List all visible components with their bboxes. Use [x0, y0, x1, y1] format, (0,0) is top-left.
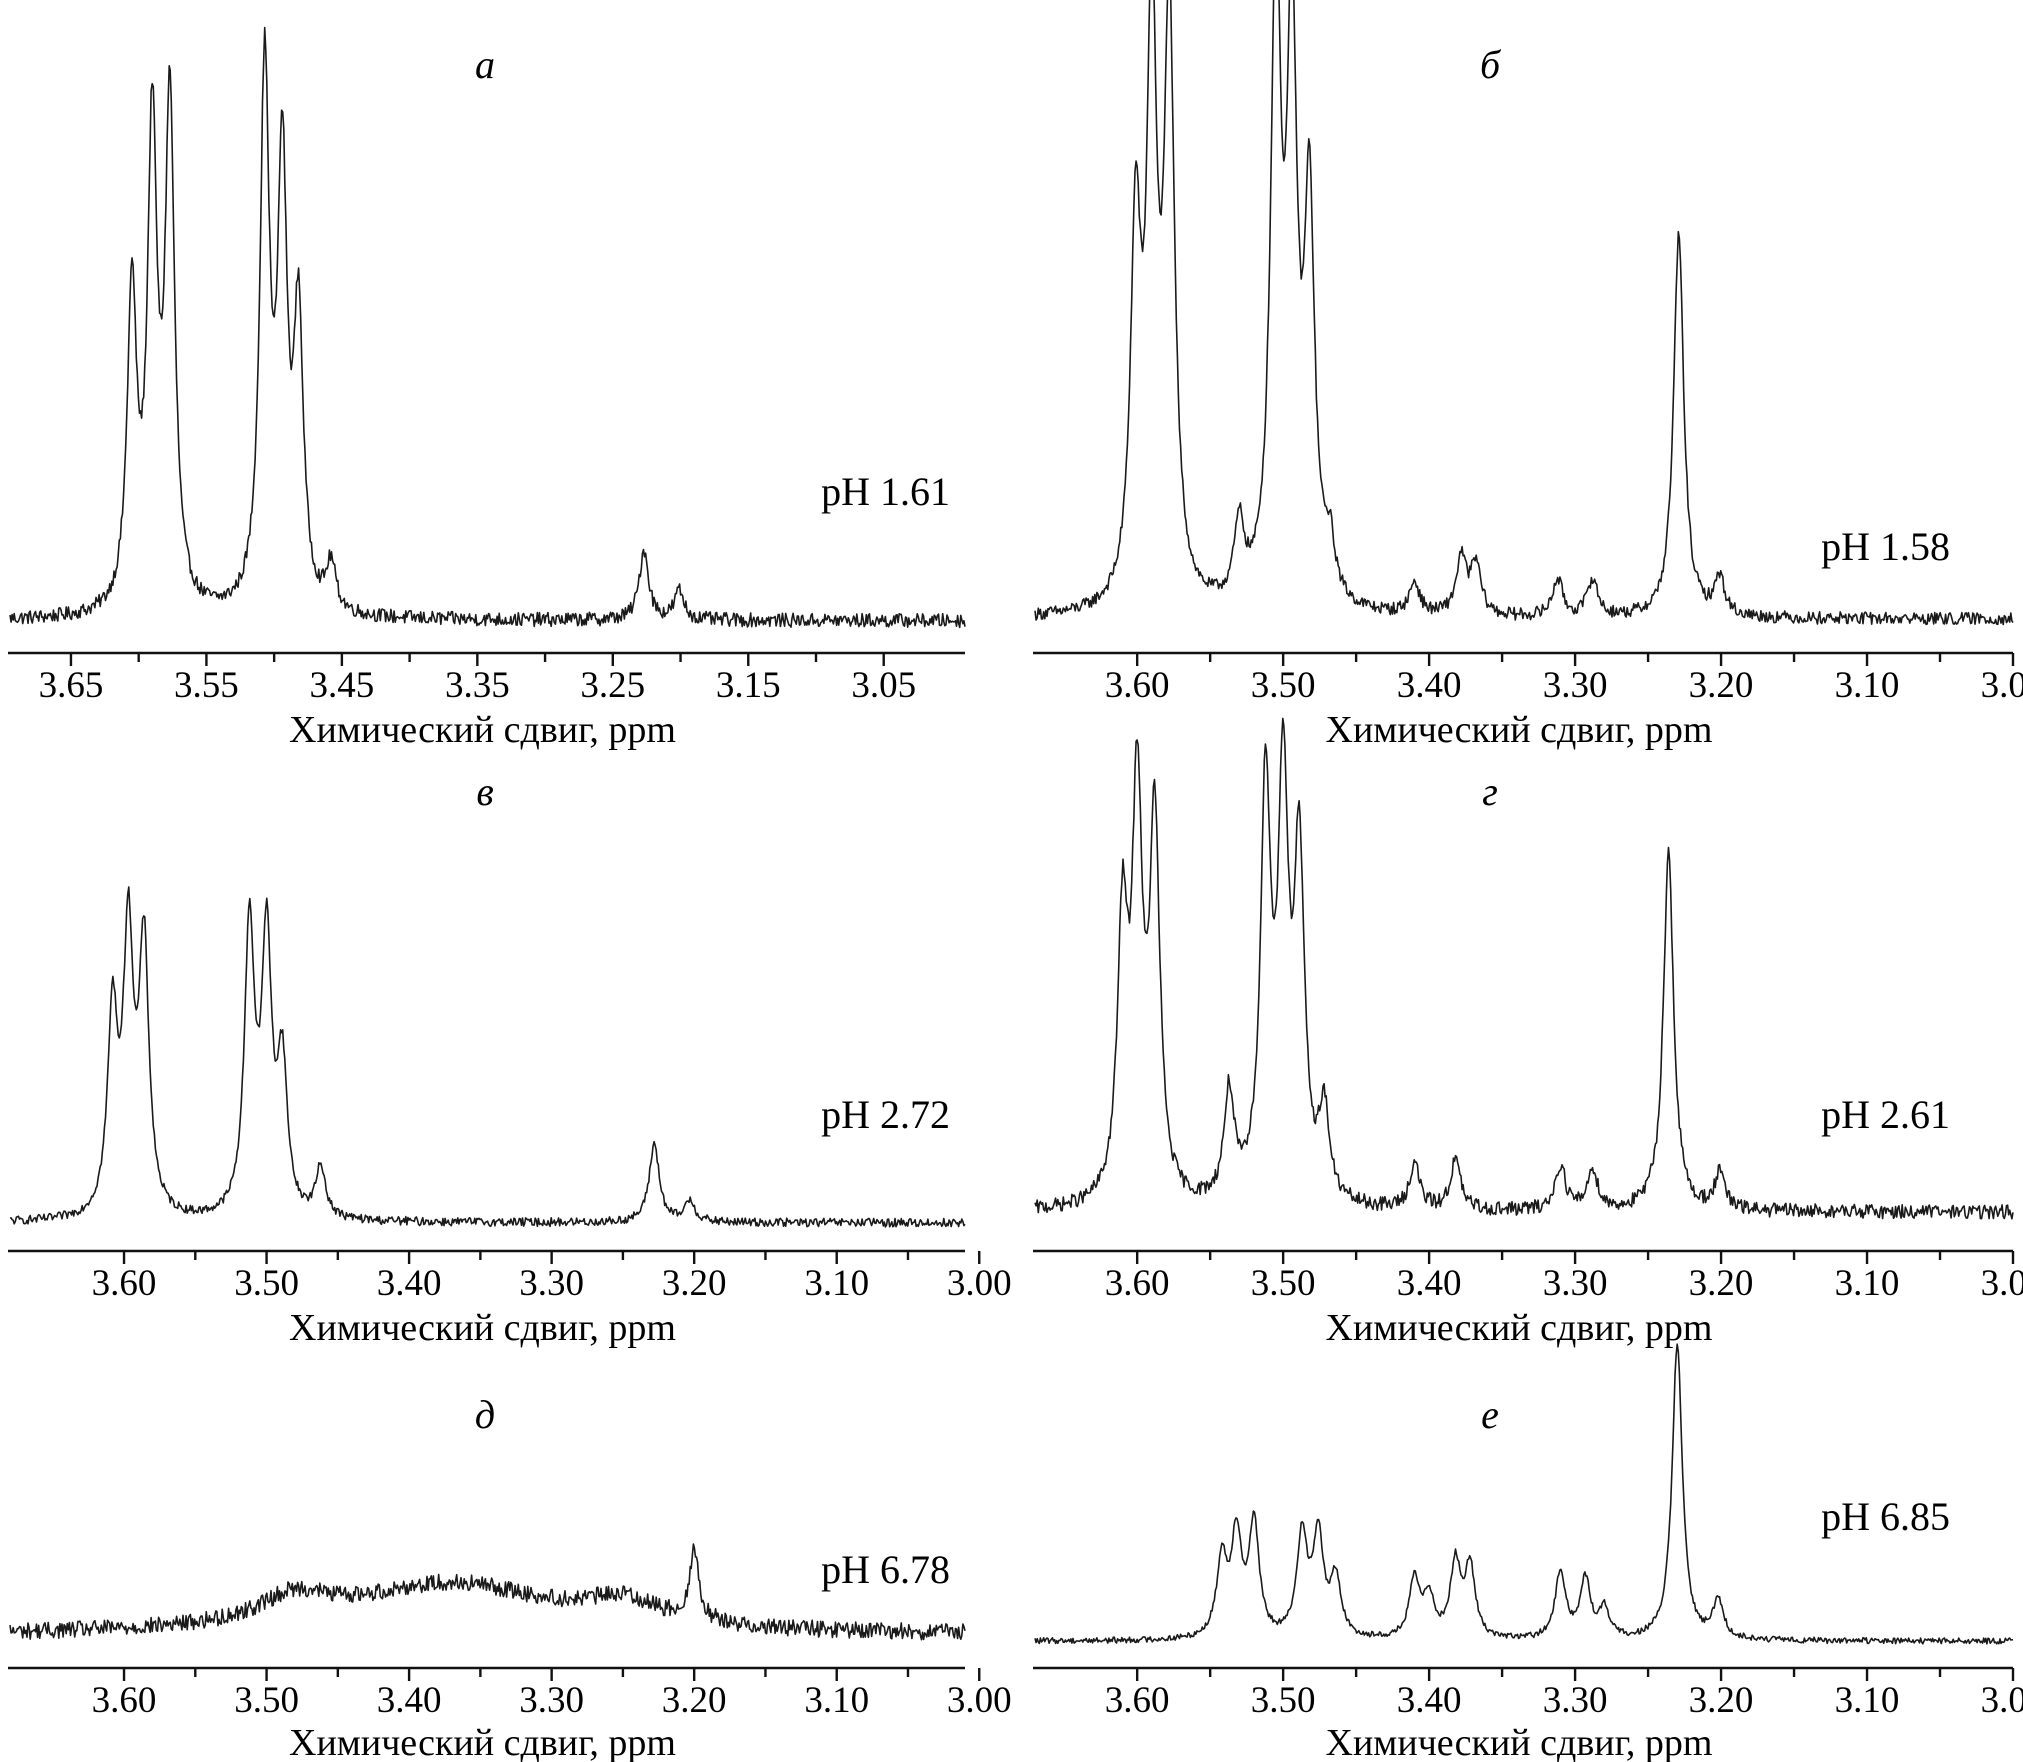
x-tick-label: 3.20 [1689, 1263, 1754, 1304]
spectrum-trace [1034, 717, 2014, 1220]
ph-annotation: pH 2.72 [821, 1092, 950, 1137]
x-tick-label: 3.60 [92, 1680, 157, 1721]
panel-letter: б [1480, 42, 1502, 87]
x-tick-label: 3.30 [519, 1680, 584, 1721]
x-tick-label: 3.50 [1251, 1263, 1316, 1304]
x-tick-label: 3.50 [1251, 1680, 1316, 1721]
x-axis-title: Химический сдвиг, ppm [1326, 1722, 1713, 1762]
panel-letter: д [475, 1392, 495, 1437]
x-tick-label: 3.20 [1689, 1680, 1754, 1721]
x-tick-label: 3.55 [174, 665, 239, 706]
ph-annotation: pH 1.61 [821, 469, 950, 514]
spectrum-trace [9, 886, 966, 1228]
x-tick-label: 3.60 [1105, 1680, 1170, 1721]
x-tick-label: 3.15 [716, 665, 781, 706]
x-tick-label: 3.00 [1981, 665, 2023, 706]
spectrum-panel: 3.65 3.55 3.45 3.35 3.25 3.15 3.05 Химический с… [8, 26, 966, 751]
x-tick-label: 3.60 [1105, 665, 1170, 706]
x-tick-label: 3.00 [947, 1680, 1012, 1721]
x-tick-label: 3.30 [519, 1263, 584, 1304]
ph-annotation: pH 6.78 [821, 1547, 950, 1592]
spectrum-panel: 3.60 3.50 3.40 3.30 3.20 3.10 3.00 Химический с… [8, 1392, 1012, 1762]
x-tick-label: 3.10 [1835, 1680, 1900, 1721]
x-tick-label: 3.00 [1981, 1680, 2023, 1721]
x-axis-title: Химический сдвиг, ppm [1326, 1307, 1713, 1349]
x-tick-label: 3.40 [1397, 1680, 1462, 1721]
ph-annotation: pH 2.61 [1821, 1092, 1950, 1137]
ph-annotation: pH 1.58 [1821, 524, 1950, 569]
x-tick-label: 3.50 [234, 1680, 299, 1721]
spectrum-panel: 3.60 3.50 3.40 3.30 3.20 3.10 3.00 Химический с… [1033, 717, 2023, 1349]
x-tick-label: 3.40 [1397, 665, 1462, 706]
x-tick-label: 3.40 [377, 1680, 442, 1721]
x-tick-label: 3.30 [1543, 1680, 1608, 1721]
x-tick-label: 3.30 [1543, 1263, 1608, 1304]
x-tick-label: 3.00 [1981, 1263, 2023, 1304]
spectrum-panel: 3.60 3.50 3.40 3.30 3.20 3.10 3.00 Химический с… [8, 769, 1012, 1349]
x-tick-label: 3.50 [1251, 665, 1316, 706]
x-tick-label: 3.05 [851, 665, 916, 706]
panel-letter: а [475, 42, 495, 87]
x-tick-label: 3.20 [662, 1680, 727, 1721]
x-tick-label: 3.40 [377, 1263, 442, 1304]
ph-annotation: pH 6.85 [1821, 1494, 1950, 1539]
spectrum-trace [1034, 1343, 2014, 1645]
x-axis-title: Химический сдвиг, ppm [1326, 709, 1713, 751]
x-tick-label: 3.10 [804, 1680, 869, 1721]
spectrum-panel: 3.60 3.50 3.40 3.30 3.20 3.10 3.00 Химический с… [1033, 1343, 2023, 1762]
x-axis-title: Химический сдвиг, ppm [289, 1722, 676, 1762]
x-tick-label: 3.10 [804, 1263, 869, 1304]
x-axis-title: Химический сдвиг, ppm [289, 709, 676, 751]
panel-letter: в [476, 769, 493, 814]
x-tick-label: 3.35 [445, 665, 510, 706]
x-tick-label: 3.00 [947, 1263, 1012, 1304]
x-tick-label: 3.40 [1397, 1263, 1462, 1304]
x-tick-label: 3.65 [39, 665, 104, 706]
spectrum-trace [9, 26, 966, 629]
x-tick-label: 3.10 [1835, 1263, 1900, 1304]
x-tick-label: 3.25 [580, 665, 645, 706]
x-tick-label: 3.30 [1543, 665, 1608, 706]
x-tick-label: 3.50 [234, 1263, 299, 1304]
x-tick-label: 3.45 [310, 665, 375, 706]
spectrum-panel: 3.60 3.50 3.40 3.30 3.20 3.10 3.00 Химический с… [1033, 0, 2023, 751]
panel-letter: е [1481, 1392, 1499, 1437]
x-tick-label: 3.20 [1689, 665, 1754, 706]
x-axis-title: Химический сдвиг, ppm [289, 1307, 676, 1349]
spectrum-trace [1034, 0, 2014, 626]
spectrum-trace [9, 1543, 966, 1641]
x-tick-label: 3.10 [1835, 665, 1900, 706]
x-tick-label: 3.20 [662, 1263, 727, 1304]
panel-letter: г [1482, 769, 1498, 814]
x-tick-label: 3.60 [1105, 1263, 1170, 1304]
x-tick-label: 3.60 [92, 1263, 157, 1304]
